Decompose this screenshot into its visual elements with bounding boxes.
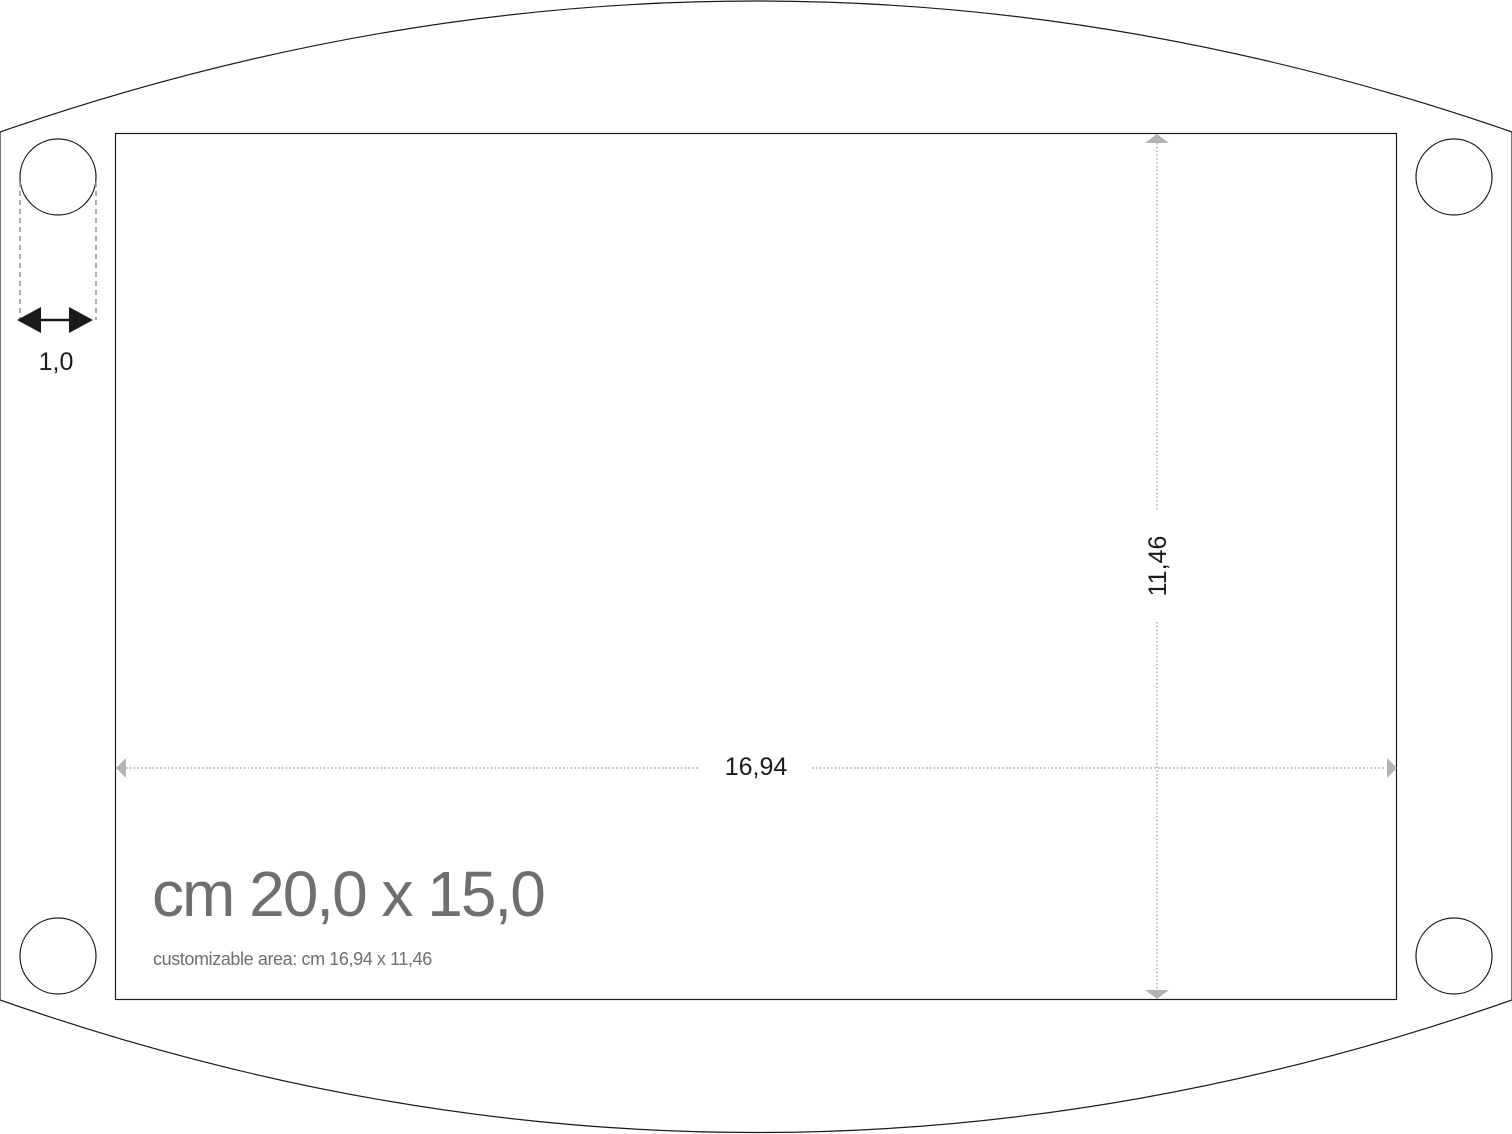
double-arrow-icon	[17, 307, 93, 333]
height-dimension	[1145, 134, 1169, 999]
customizable-area-caption: customizable area: cm 16,94 x 11,46	[153, 949, 432, 969]
customizable-area	[114, 132, 1398, 1001]
corner-hole-top-left	[19, 138, 97, 216]
arrowhead-icon	[1387, 758, 1397, 778]
arrowhead-icon	[1145, 990, 1169, 999]
corner-hole-bottom-right	[1415, 917, 1493, 995]
corner-hole-bottom-left	[19, 917, 97, 995]
size-title: cm 20,0 x 15,0	[152, 858, 544, 930]
corner-hole-top-right	[1415, 138, 1493, 216]
width-dimension	[116, 758, 1397, 778]
width-label: 16,94	[725, 753, 788, 781]
arrowhead-icon	[116, 758, 126, 778]
arrowhead-icon	[1145, 134, 1169, 143]
height-label: 11,46	[1144, 536, 1172, 597]
hole-diameter-label: 1,0	[39, 348, 74, 376]
